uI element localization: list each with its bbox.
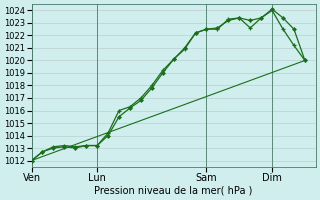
X-axis label: Pression niveau de la mer( hPa ): Pression niveau de la mer( hPa ) (94, 186, 253, 196)
